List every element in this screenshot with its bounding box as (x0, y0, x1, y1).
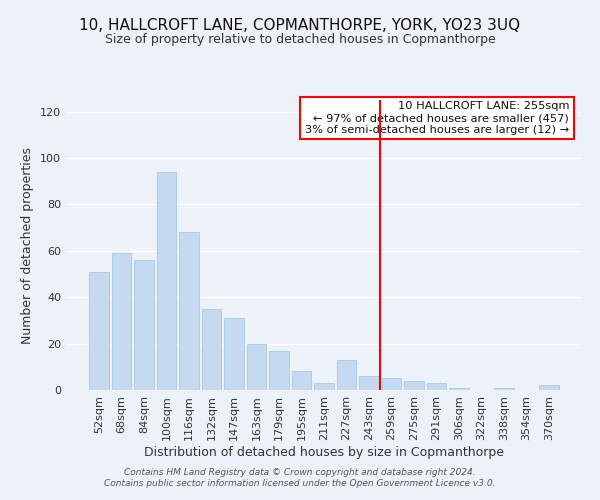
Text: Contains HM Land Registry data © Crown copyright and database right 2024.
Contai: Contains HM Land Registry data © Crown c… (104, 468, 496, 487)
Bar (382, 378, 401, 390)
Bar (89, 272, 109, 390)
Bar (404, 380, 424, 390)
Bar (359, 376, 379, 390)
Bar (134, 260, 154, 390)
Bar (179, 232, 199, 390)
Bar (247, 344, 266, 390)
Bar (427, 383, 446, 390)
X-axis label: Distribution of detached houses by size in Copmanthorpe: Distribution of detached houses by size … (144, 446, 504, 458)
Bar (224, 318, 244, 390)
Bar (494, 388, 514, 390)
Text: 10 HALLCROFT LANE: 255sqm
← 97% of detached houses are smaller (457)
3% of semi-: 10 HALLCROFT LANE: 255sqm ← 97% of detac… (305, 102, 569, 134)
Bar (449, 388, 469, 390)
Text: Size of property relative to detached houses in Copmanthorpe: Size of property relative to detached ho… (104, 32, 496, 46)
Bar (157, 172, 176, 390)
Bar (202, 309, 221, 390)
Bar (269, 350, 289, 390)
Bar (292, 372, 311, 390)
Y-axis label: Number of detached properties: Number of detached properties (22, 146, 34, 344)
Bar (539, 386, 559, 390)
Bar (337, 360, 356, 390)
Bar (314, 383, 334, 390)
Text: 10, HALLCROFT LANE, COPMANTHORPE, YORK, YO23 3UQ: 10, HALLCROFT LANE, COPMANTHORPE, YORK, … (79, 18, 521, 32)
Bar (112, 253, 131, 390)
